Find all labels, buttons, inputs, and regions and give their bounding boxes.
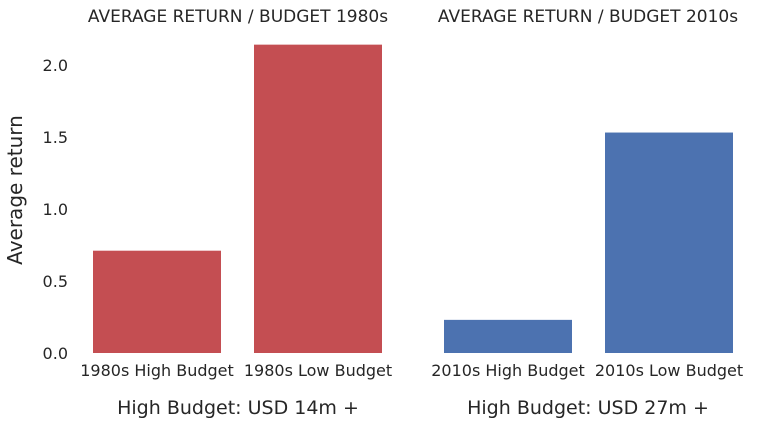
chart-title-1980s: AVERAGE RETURN / BUDGET 1980s	[88, 7, 388, 27]
y-tick-label: 0.0	[43, 344, 68, 363]
y-tick-label: 1.5	[43, 128, 68, 147]
y-tick-label: 2.0	[43, 56, 68, 75]
x-axis-label-1980s: High Budget: USD 14m +	[117, 397, 359, 419]
bar-1980s-high-budget	[93, 250, 221, 353]
x-tick-label: 2010s Low Budget	[595, 361, 743, 380]
bar-1980s-low-budget	[254, 44, 382, 354]
y-tick-label: 0.5	[43, 272, 68, 291]
bar-2010s-high-budget	[444, 319, 572, 353]
bar-2010s-low-budget	[605, 132, 733, 353]
panel-1980s: AVERAGE RETURN / BUDGET 1980s High Budge…	[80, 7, 392, 419]
x-axis-label-2010s: High Budget: USD 27m +	[467, 397, 709, 419]
x-tick-label: 2010s High Budget	[431, 361, 585, 380]
y-axis-label: Average return	[3, 115, 27, 265]
y-axis-ticks: 0.0 0.5 1.0 1.5 2.0	[43, 56, 68, 363]
y-tick-label: 1.0	[43, 200, 68, 219]
x-tick-label: 1980s High Budget	[80, 361, 234, 380]
x-tick-label: 1980s Low Budget	[244, 361, 392, 380]
chart-title-2010s: AVERAGE RETURN / BUDGET 2010s	[438, 7, 738, 27]
panel-2010s: AVERAGE RETURN / BUDGET 2010s High Budge…	[431, 7, 743, 419]
